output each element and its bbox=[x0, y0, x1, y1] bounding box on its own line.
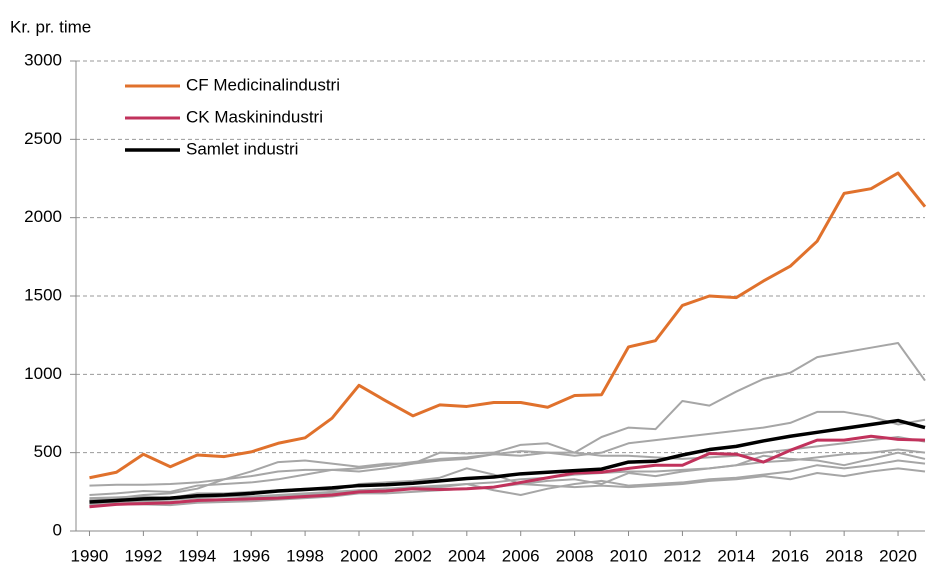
x-tick-label: 1994 bbox=[178, 546, 216, 565]
x-tick-label: 2006 bbox=[502, 546, 540, 565]
series-line bbox=[89, 418, 926, 504]
series-line bbox=[89, 410, 926, 496]
x-tick-label: 2018 bbox=[825, 546, 863, 565]
y-tick-label: 3000 bbox=[24, 50, 62, 69]
x-tick-label: 2020 bbox=[879, 546, 917, 565]
y-tick-label: 500 bbox=[34, 442, 62, 461]
y-axis-label: Kr. pr. time bbox=[10, 17, 91, 36]
y-tick-label: 0 bbox=[53, 520, 62, 539]
series-line bbox=[89, 436, 926, 501]
x-tick-label: 2008 bbox=[556, 546, 594, 565]
series-line bbox=[89, 448, 926, 504]
x-tick-label: 1998 bbox=[286, 546, 324, 565]
x-tick-label: 1992 bbox=[124, 546, 162, 565]
x-tick-label: 2016 bbox=[771, 546, 809, 565]
y-tick-label: 2500 bbox=[24, 129, 62, 148]
y-tick-label: 1500 bbox=[24, 285, 62, 304]
x-tick-label: 2004 bbox=[448, 546, 486, 565]
series-line bbox=[89, 434, 926, 509]
x-tick-label: 1990 bbox=[71, 546, 109, 565]
legend-label: Samlet industri bbox=[186, 139, 298, 158]
x-tick-label: 2014 bbox=[717, 546, 755, 565]
x-tick-label: 2000 bbox=[340, 546, 378, 565]
y-tick-label: 1000 bbox=[24, 364, 62, 383]
x-tick-label: 2010 bbox=[610, 546, 648, 565]
legend-label: CK Maskinindustri bbox=[186, 107, 323, 126]
x-tick-label: 2012 bbox=[664, 546, 702, 565]
x-tick-label: 2002 bbox=[394, 546, 432, 565]
series-line bbox=[89, 171, 927, 480]
legend-label: CF Medicinalindustri bbox=[186, 75, 340, 94]
series-line bbox=[89, 342, 926, 487]
x-tick-label: 1996 bbox=[232, 546, 270, 565]
y-tick-label: 2000 bbox=[24, 207, 62, 226]
